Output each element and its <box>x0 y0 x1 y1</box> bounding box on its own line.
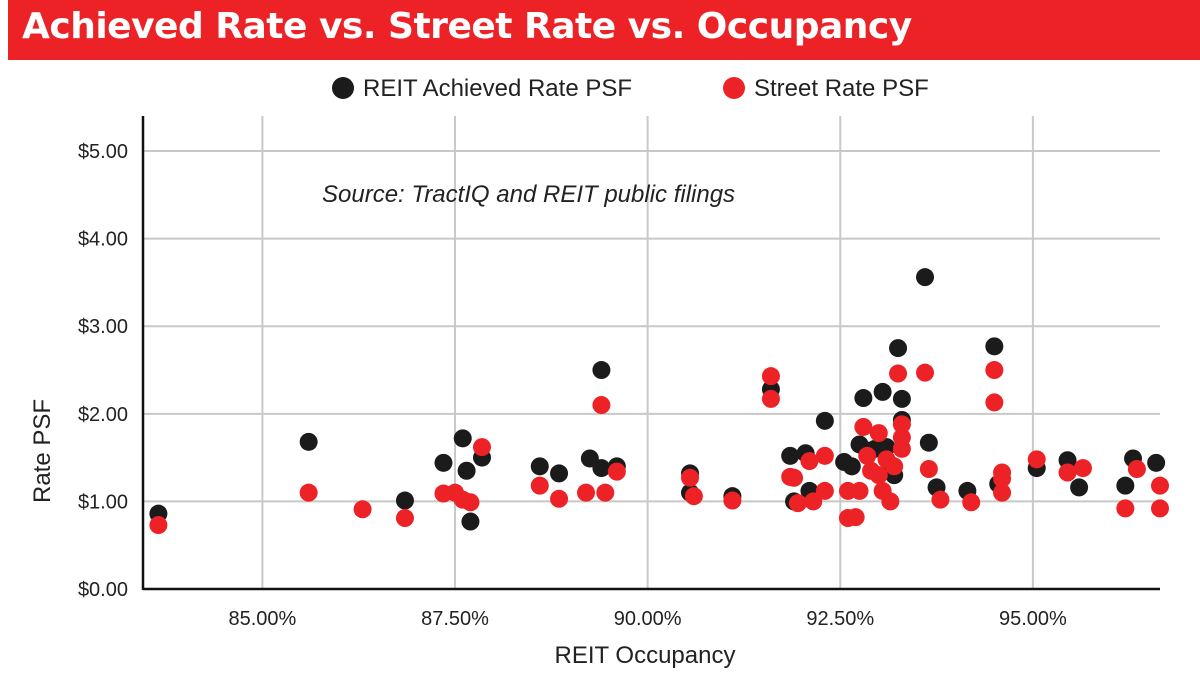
achieved-rate-point <box>550 464 569 483</box>
street-rate-point <box>299 483 318 502</box>
y-tick-label: $5.00 <box>78 141 128 163</box>
street-rate-point <box>854 417 873 436</box>
legend-marker-achieved <box>332 77 354 99</box>
street-rate-point <box>881 492 900 511</box>
street-rate-point <box>596 483 615 502</box>
street-rate-point <box>1073 459 1092 478</box>
y-tick-label: $1.00 <box>78 491 128 513</box>
street-rate-point <box>962 493 981 512</box>
street-rate-point <box>607 462 626 481</box>
x-tick-labels: 85.00% 87.50% 90.00% 92.50% 95.00% <box>228 608 1067 630</box>
title-banner: Achieved Rate vs. Street Rate vs. Occupa… <box>8 0 1200 60</box>
street-rate-point <box>804 492 823 511</box>
street-rate-point <box>919 459 938 478</box>
street-rate-point <box>149 516 168 535</box>
street-rate-point <box>892 439 911 458</box>
street-rate-point <box>1027 450 1046 469</box>
achieved-rate-point <box>592 361 611 380</box>
street-rate-point <box>869 466 888 485</box>
street-rate-point <box>993 483 1012 502</box>
street-rate-point <box>885 457 904 476</box>
street-rate-point <box>892 415 911 434</box>
y-tick-labels: $0.00 $1.00 $2.00 $3.00 $4.00 $5.00 <box>78 141 128 601</box>
achieved-rate-point <box>916 268 935 287</box>
y-tick-label: $2.00 <box>78 404 128 426</box>
x-tick-label: 95.00% <box>999 608 1067 630</box>
street-rate-point <box>761 389 780 408</box>
source-annotation: Source: TractIQ and REIT public filings <box>322 181 735 208</box>
street-rate-point <box>1151 499 1169 518</box>
achieved-rate-point <box>434 453 453 472</box>
street-rate-point <box>684 487 703 506</box>
street-rate-point <box>550 489 569 508</box>
street-rate-point <box>788 494 807 513</box>
achieved-rate-point <box>854 389 873 408</box>
achieved-rate-point <box>889 339 908 358</box>
street-rate-point <box>723 491 742 510</box>
achieved-rate-point <box>892 389 911 408</box>
street-rate-point <box>1116 499 1135 518</box>
grid-lines <box>143 116 1160 589</box>
street-rate-point <box>985 393 1004 412</box>
street-rate-point <box>353 500 372 519</box>
street-rate-point <box>889 364 908 383</box>
achieved-rate-point <box>1147 453 1166 472</box>
achieved-rate-point <box>461 512 480 531</box>
scatter-chart: $0.00 $1.00 $2.00 $3.00 $4.00 $5.00 85.00% 87.… <box>29 75 1169 669</box>
street-rate-point <box>1058 463 1077 482</box>
axes <box>141 116 1160 591</box>
street-rate-series <box>149 361 1169 535</box>
street-rate-point <box>916 363 935 382</box>
achieved-rate-point <box>873 382 892 401</box>
street-rate-point <box>815 481 834 500</box>
achieved-rate-point <box>457 461 476 480</box>
achieved-rate-point <box>842 457 861 476</box>
legend-label-street: Street Rate PSF <box>754 75 929 102</box>
street-rate-point <box>681 468 700 487</box>
street-rate-point <box>1127 459 1146 478</box>
achieved-rate-point <box>395 491 414 510</box>
achieved-rate-point <box>985 337 1004 356</box>
street-rate-point <box>577 483 596 502</box>
achieved-rate-point <box>530 457 549 476</box>
street-rate-point <box>461 493 480 512</box>
y-tick-label: $3.00 <box>78 316 128 338</box>
street-rate-point <box>592 396 611 415</box>
x-tick-label: 92.50% <box>806 608 874 630</box>
achieved-rate-point <box>919 433 938 452</box>
x-tick-label: 90.00% <box>614 608 682 630</box>
street-rate-point <box>800 452 819 471</box>
street-rate-point <box>1151 476 1169 495</box>
y-tick-label: $4.00 <box>78 229 128 251</box>
achieved-rate-point <box>815 411 834 430</box>
street-rate-point <box>846 508 865 527</box>
x-tick-label: 87.50% <box>421 608 489 630</box>
legend-marker-street <box>723 77 745 99</box>
achieved-rate-point <box>1116 476 1135 495</box>
street-rate-point <box>850 481 869 500</box>
achieved-rate-point <box>1070 478 1089 497</box>
street-rate-point <box>858 446 877 465</box>
street-rate-point <box>815 446 834 465</box>
achieved-rate-point <box>299 432 318 451</box>
y-axis-title: Rate PSF <box>29 399 56 503</box>
street-rate-point <box>993 469 1012 488</box>
legend-label-achieved: REIT Achieved Rate PSF <box>363 75 632 102</box>
y-tick-label: $0.00 <box>78 579 128 601</box>
street-rate-point <box>761 367 780 386</box>
achieved-rate-point <box>781 446 800 465</box>
street-rate-point <box>869 424 888 443</box>
street-rate-point <box>785 468 804 487</box>
street-rate-point <box>931 490 950 509</box>
legend: REIT Achieved Rate PSF Street Rate PSF <box>332 75 929 102</box>
achieved-rate-point <box>592 459 611 478</box>
street-rate-point <box>985 361 1004 380</box>
street-rate-point <box>473 438 491 457</box>
street-rate-point <box>395 509 414 528</box>
achieved-rate-point <box>453 429 472 448</box>
x-axis-title: REIT Occupancy <box>555 642 736 669</box>
x-tick-label: 85.00% <box>228 608 296 630</box>
street-rate-point <box>530 476 549 495</box>
chart-title: Achieved Rate vs. Street Rate vs. Occupa… <box>22 6 912 47</box>
